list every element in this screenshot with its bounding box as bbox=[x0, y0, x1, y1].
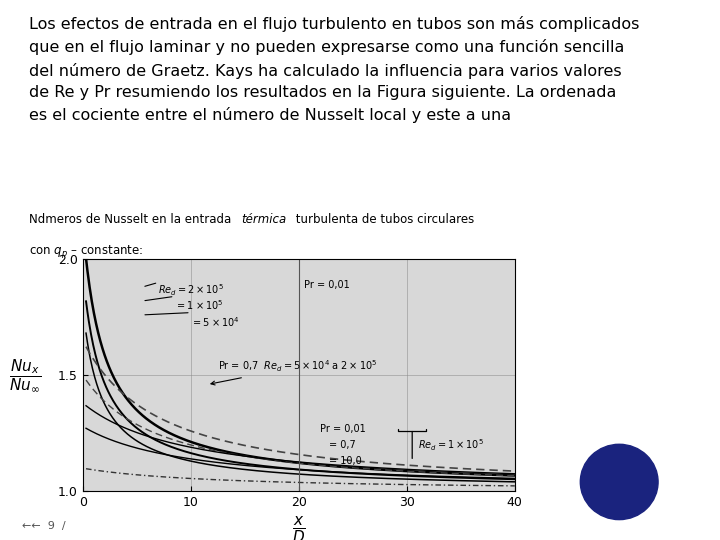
Text: Ndmeros de Nusselt en la entrada: Ndmeros de Nusselt en la entrada bbox=[29, 213, 235, 226]
Text: = 10,0: = 10,0 bbox=[329, 456, 361, 466]
Text: ←←  9  /: ←← 9 / bbox=[22, 522, 66, 531]
Text: $= 1 \times 10^5$: $= 1 \times 10^5$ bbox=[174, 299, 223, 313]
Text: Los efectos de entrada en el flujo turbulento en tubos son más complicados
que e: Los efectos de entrada en el flujo turbu… bbox=[29, 16, 639, 123]
Text: Pr = 0,01: Pr = 0,01 bbox=[320, 424, 366, 434]
Ellipse shape bbox=[580, 444, 658, 519]
Text: térmica: térmica bbox=[241, 213, 287, 226]
Text: $Re_d = 2 \times 10^5$: $Re_d = 2 \times 10^5$ bbox=[158, 282, 224, 298]
Text: Pr = 0,7  $Re_d = 5 \times 10^4$ a $2 \times 10^5$: Pr = 0,7 $Re_d = 5 \times 10^4$ a $2 \ti… bbox=[211, 359, 377, 385]
Y-axis label: $\dfrac{Nu_x}{Nu_\infty}$: $\dfrac{Nu_x}{Nu_\infty}$ bbox=[9, 357, 41, 393]
X-axis label: $\dfrac{x}{D}$: $\dfrac{x}{D}$ bbox=[292, 515, 306, 540]
Text: con $q_p$ – constante:: con $q_p$ – constante: bbox=[29, 243, 143, 260]
Text: turbulenta de tubos circulares: turbulenta de tubos circulares bbox=[292, 213, 474, 226]
Text: $Re_d = 1 \times 10^5$: $Re_d = 1 \times 10^5$ bbox=[418, 437, 483, 453]
Text: $= 5 \times 10^4$: $= 5 \times 10^4$ bbox=[191, 315, 240, 329]
Text: Pr = 0,01: Pr = 0,01 bbox=[304, 280, 350, 290]
Text: = 0,7: = 0,7 bbox=[329, 440, 356, 450]
